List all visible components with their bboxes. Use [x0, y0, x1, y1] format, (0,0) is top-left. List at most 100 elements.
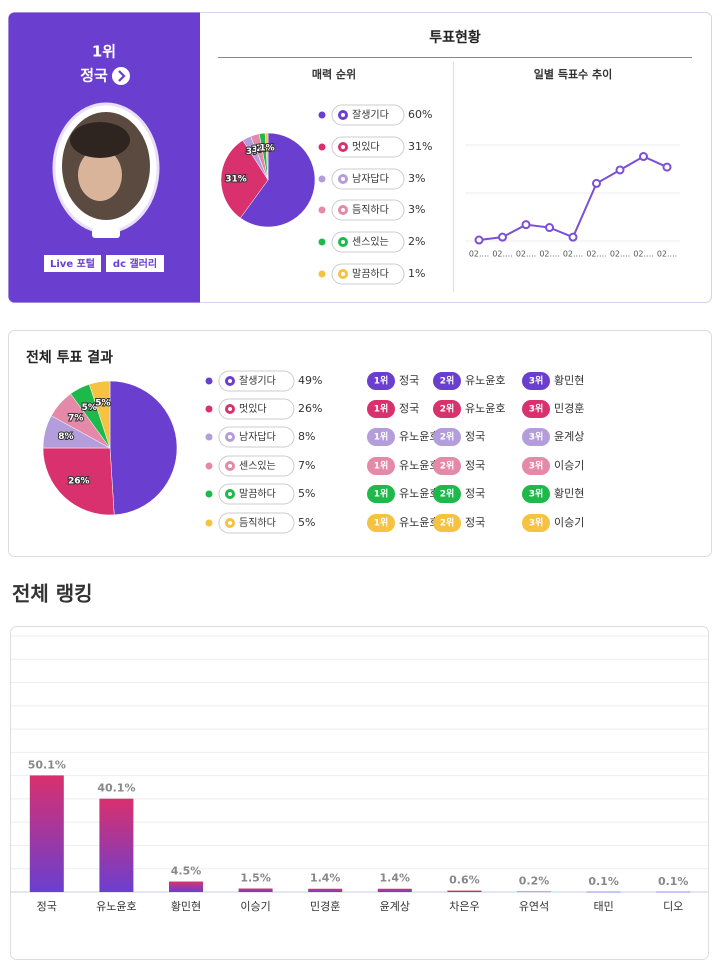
rank-chip — [433, 514, 461, 532]
rank-chip — [433, 372, 461, 390]
rank-name: 민경훈 — [554, 402, 584, 415]
slice-label: 2% — [256, 144, 271, 154]
value-label: 40.1% — [97, 782, 135, 795]
bar — [169, 881, 203, 892]
point — [568, 232, 578, 242]
bar — [308, 888, 343, 892]
bar — [517, 891, 551, 893]
legend-value: 26% — [298, 402, 322, 415]
rank-chip — [522, 428, 550, 446]
point — [662, 162, 672, 172]
value-label: 50.1% — [28, 758, 66, 771]
legend-dot — [205, 405, 213, 413]
chip-icon — [228, 435, 232, 439]
rank-label: 3위 — [529, 431, 544, 443]
rank-chip — [522, 514, 550, 532]
slice-label: 8% — [58, 432, 73, 442]
slice-label: 31% — [225, 174, 247, 184]
point — [521, 220, 531, 230]
x-tick-label: 유노윤호 — [96, 900, 136, 913]
value-label: 0.2% — [519, 875, 550, 888]
button-label[interactable]: Live 포털 — [50, 258, 95, 270]
x-tick-label: 02.... — [563, 250, 583, 259]
rank-label: 2위 — [440, 375, 455, 387]
legend-value: 3% — [408, 172, 425, 185]
x-tick-label: 02.... — [633, 250, 653, 259]
legend-label: 잘생기다 — [239, 375, 276, 387]
rank-chip — [367, 514, 395, 532]
chip-icon — [228, 492, 232, 496]
value-label: 1.4% — [380, 872, 411, 885]
chip — [218, 483, 295, 505]
legend-label: 말끔하다 — [352, 267, 389, 280]
bar — [656, 891, 691, 893]
avatar — [70, 122, 130, 158]
slice-label: 5% — [82, 403, 97, 413]
chip — [331, 199, 405, 221]
button-label[interactable]: dc 갤러리 — [113, 257, 157, 270]
chart-title: 매력 순위 — [312, 67, 356, 81]
rank-name: 유노윤호 — [465, 402, 505, 415]
legend-label: 듬직하다 — [239, 516, 276, 529]
rank-name: 황민현 — [554, 374, 584, 387]
rank-name: 유노윤호 — [399, 430, 439, 443]
rank-chip — [433, 485, 461, 503]
profile-rank: 1위 — [92, 43, 116, 61]
x-tick-label: 유연석 — [519, 900, 549, 913]
rank-name: 유노윤호 — [399, 459, 439, 472]
rank-chip — [367, 428, 395, 446]
x-tick-label: 02.... — [657, 250, 677, 259]
arrow-icon — [118, 70, 126, 82]
x-tick-label: 02.... — [469, 250, 489, 259]
rank-name: 유노윤호 — [399, 487, 439, 500]
rank-chip — [433, 400, 461, 418]
value-label: 4.5% — [171, 865, 202, 878]
legend-value: 7% — [298, 459, 315, 472]
rank-label: 3위 — [529, 375, 544, 387]
rank-label: 1위 — [374, 431, 389, 443]
legend-label: 말끔하다 — [239, 487, 276, 500]
point — [592, 178, 601, 188]
rank-name: 이승기 — [554, 516, 584, 529]
value-label: 0.1% — [588, 875, 619, 888]
chip — [331, 104, 405, 126]
x-tick-label: 02.... — [516, 250, 536, 259]
chart-title: 일별 득표수 추이 — [534, 67, 613, 81]
rank-name: 정국 — [399, 402, 419, 415]
button[interactable] — [106, 255, 164, 272]
rank-chip — [367, 372, 395, 390]
rank-chip — [433, 428, 461, 446]
value-label: 1.4% — [310, 872, 341, 885]
avatar-frame — [92, 228, 120, 238]
chip — [218, 398, 295, 420]
rank-name: 정국 — [465, 516, 485, 529]
legend-value: 3% — [408, 203, 425, 216]
legend-dot — [318, 270, 326, 278]
slice-label: 7% — [68, 413, 83, 423]
legend-value: 2% — [408, 235, 425, 248]
rank-label: 1위 — [374, 403, 389, 415]
button[interactable] — [44, 255, 101, 272]
legend-label: 멋있다 — [352, 141, 380, 153]
x-tick-label: 이승기 — [240, 900, 270, 913]
legend-dot — [318, 175, 326, 183]
x-tick-label: 02.... — [610, 250, 630, 259]
rank-name: 황민현 — [554, 487, 584, 500]
profile-name[interactable]: 정국 — [80, 67, 108, 85]
rank-name: 정국 — [399, 374, 419, 387]
rank-label: 2위 — [440, 403, 455, 415]
chip — [331, 136, 405, 158]
rank-chip — [522, 400, 550, 418]
chip-icon — [228, 521, 232, 525]
legend-value: 1% — [408, 267, 425, 280]
rank-label: 2위 — [440, 431, 455, 443]
rank-label: 1위 — [374, 517, 389, 529]
arrow-icon[interactable] — [112, 67, 130, 85]
rank-name: 정국 — [465, 430, 485, 443]
pie-slice — [109, 380, 178, 516]
x-tick-label: 황민현 — [171, 900, 201, 913]
ranking-card — [10, 626, 709, 960]
legend-value: 5% — [298, 487, 315, 500]
chip — [331, 263, 405, 285]
